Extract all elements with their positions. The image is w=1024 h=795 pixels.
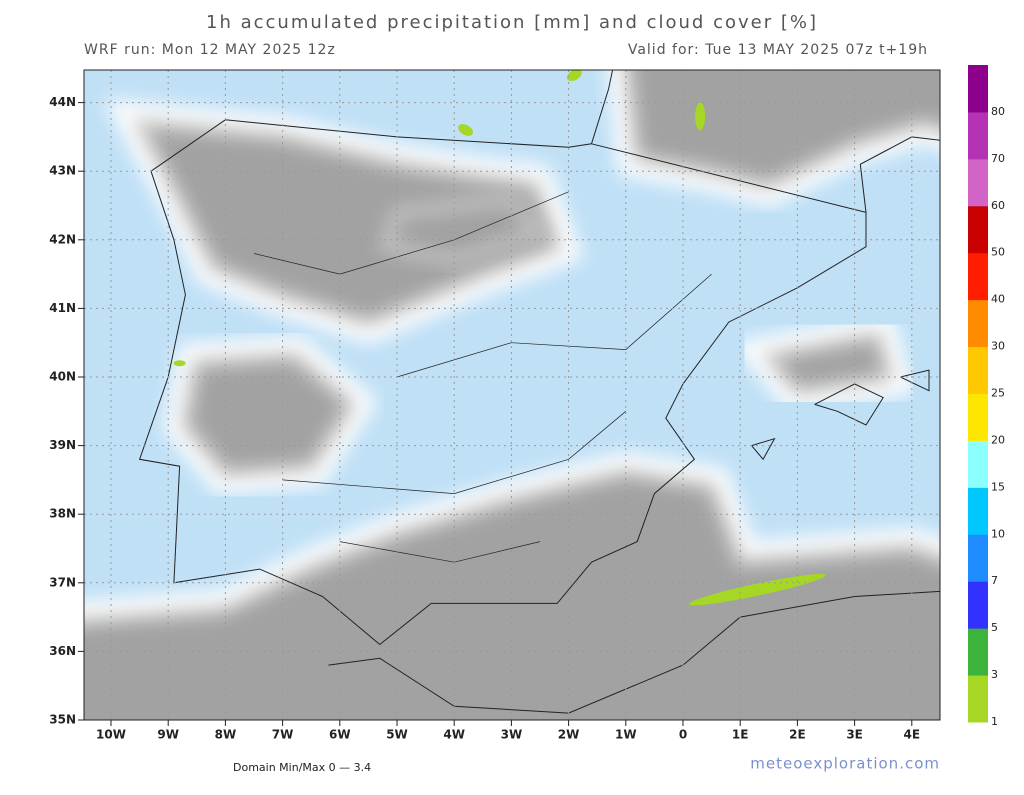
- colorbar-label: 30: [991, 340, 1005, 353]
- cloud-area: [180, 351, 358, 479]
- colorbar-segment: [968, 252, 988, 301]
- lon-label: 7W: [272, 728, 294, 742]
- lat-label: 42N: [49, 232, 76, 246]
- lat-label: 38N: [49, 507, 76, 521]
- lon-label: 3W: [501, 728, 523, 742]
- coastline: [859, 136, 940, 213]
- coastline: [900, 369, 930, 392]
- run-label: WRF run: Mon 12 MAY 2025 12z: [84, 42, 336, 58]
- precip-area: [458, 124, 474, 136]
- lon-label: 2E: [789, 728, 806, 742]
- colorbar-segment: [968, 534, 988, 582]
- lon-label: 4E: [904, 728, 921, 742]
- lat-label: 37N: [49, 575, 76, 589]
- colorbar-segment: [968, 393, 988, 441]
- precip-area: [688, 573, 826, 606]
- colorbar-segment: [968, 299, 988, 348]
- colorbar-label: 5: [991, 621, 998, 634]
- map: [84, 70, 940, 720]
- lat-label: 35N: [49, 713, 76, 727]
- lon-label: 9W: [157, 728, 179, 742]
- lon-label: 1W: [615, 728, 637, 742]
- colorbar-segment: [968, 346, 988, 394]
- colorbar-label: 7: [991, 574, 998, 587]
- colorbar-label: 25: [991, 387, 1005, 400]
- lon-label: 1E: [732, 728, 749, 742]
- coastline: [138, 143, 867, 646]
- colorbar-segment: [968, 675, 988, 723]
- colorbar-segment: [968, 158, 988, 207]
- colorbar-label: 50: [991, 246, 1005, 259]
- coastline: [814, 383, 884, 426]
- lat-label: 40N: [49, 370, 76, 384]
- lat-label: 36N: [49, 644, 76, 658]
- colorbar-label: 1: [991, 715, 998, 728]
- colorbar-segment: [968, 65, 988, 113]
- lon-label: 10W: [96, 728, 126, 742]
- colorbar-label: 70: [991, 152, 1005, 165]
- title: 1h accumulated precipitation [mm] and cl…: [206, 12, 818, 33]
- site-credit: meteoexploration.com: [750, 755, 940, 773]
- lon-label: 0: [679, 728, 687, 742]
- valid-label: Valid for: Tue 13 MAY 2025 07z t+19h: [628, 42, 928, 58]
- colorbar-label: 15: [991, 480, 1005, 493]
- lon-label: 6W: [329, 728, 351, 742]
- colorbar-segment: [968, 581, 988, 629]
- colorbar-label: 60: [991, 199, 1005, 212]
- lon-label: 4W: [443, 728, 465, 742]
- colorbar-segment: [968, 628, 988, 676]
- colorbar-segment: [968, 205, 988, 254]
- precip-area: [695, 102, 706, 131]
- coastline: [751, 437, 776, 461]
- lon-label: 8W: [215, 728, 237, 742]
- map-frame: [83, 69, 941, 721]
- precip-area: [173, 360, 186, 367]
- colorbar-label: 80: [991, 105, 1005, 118]
- cloud-area: [84, 467, 940, 720]
- cloud-area: [379, 193, 549, 266]
- colorbar-label: 40: [991, 293, 1005, 306]
- lon-label: 3E: [846, 728, 863, 742]
- cloud-area: [130, 117, 564, 328]
- colorbar-segment: [968, 487, 988, 535]
- lat-label: 41N: [49, 301, 76, 315]
- colorbar-label: 20: [991, 433, 1005, 446]
- colorbar-label: 3: [991, 668, 998, 681]
- border: [282, 411, 627, 494]
- lat-label: 43N: [49, 164, 76, 178]
- lon-label: 2W: [558, 728, 580, 742]
- lat-label: 44N: [49, 95, 76, 109]
- domain-minmax: Domain Min/Max 0 — 3.4: [233, 761, 371, 774]
- colorbar-segment: [968, 111, 988, 160]
- lon-label: 5W: [386, 728, 408, 742]
- precip-area: [566, 70, 582, 82]
- colorbar-label: 10: [991, 527, 1005, 540]
- lat-label: 39N: [49, 438, 76, 452]
- colorbar-segment: [968, 440, 988, 488]
